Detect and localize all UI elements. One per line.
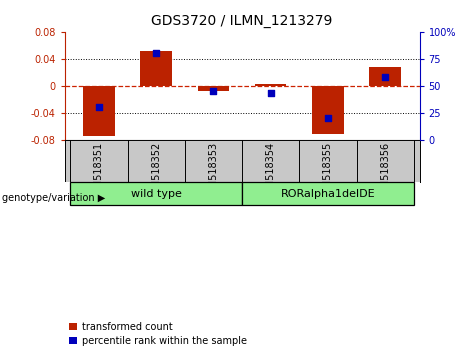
Text: genotype/variation ▶: genotype/variation ▶	[2, 193, 106, 203]
Text: GSM518355: GSM518355	[323, 142, 333, 201]
Text: RORalpha1delDE: RORalpha1delDE	[281, 189, 375, 199]
Text: wild type: wild type	[131, 189, 182, 199]
Text: GSM518353: GSM518353	[208, 142, 219, 201]
Bar	[70, 182, 242, 205]
Text: GSM518352: GSM518352	[151, 142, 161, 201]
Point	[153, 51, 160, 56]
Title: GDS3720 / ILMN_1213279: GDS3720 / ILMN_1213279	[151, 14, 333, 28]
Bar	[369, 67, 401, 86]
Bar	[198, 86, 229, 91]
Bar	[141, 51, 172, 86]
Legend: transformed count, percentile rank within the sample: transformed count, percentile rank withi…	[70, 322, 247, 346]
Point	[95, 104, 103, 110]
Point	[324, 115, 331, 121]
Point	[210, 88, 217, 94]
Text: GSM518351: GSM518351	[94, 142, 104, 201]
Text: GSM518354: GSM518354	[266, 142, 276, 201]
Bar	[255, 84, 286, 86]
Bar	[312, 86, 343, 135]
Text: GSM518356: GSM518356	[380, 142, 390, 201]
Bar	[83, 86, 115, 136]
Bar	[242, 182, 414, 205]
Point	[381, 74, 389, 80]
Point	[267, 91, 274, 96]
